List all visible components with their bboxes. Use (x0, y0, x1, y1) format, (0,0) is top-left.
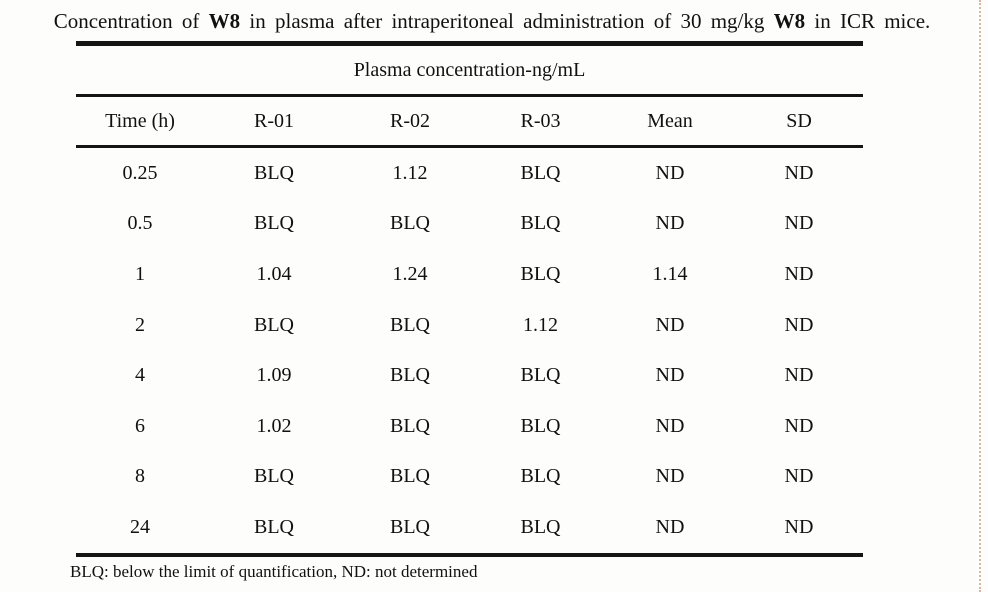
cell-mean: ND (655, 465, 685, 488)
cell-r01: BLQ (254, 212, 294, 235)
cell-r03: BLQ (520, 515, 561, 538)
cell-sd: ND (784, 465, 814, 488)
header-rule (76, 145, 863, 148)
cell-sd: ND (784, 212, 814, 235)
table-row: 1 1.04 1.24 BLQ 1.14 ND (76, 249, 863, 300)
caption-compound-name: W8 (773, 9, 806, 33)
cell-mean: ND (655, 212, 685, 235)
caption-text: in ICR mice. (805, 9, 931, 33)
column-header-mean: Mean (647, 109, 693, 132)
table-bottom-rule (76, 552, 863, 557)
cell-r02: 1.24 (392, 262, 428, 285)
cell-time: 1 (135, 262, 145, 285)
cell-sd: ND (784, 313, 814, 336)
cell-sd: ND (784, 364, 814, 387)
cell-r02: 1.12 (392, 161, 428, 184)
cell-r03: 1.12 (523, 313, 558, 336)
cell-time: 2 (135, 313, 145, 336)
cell-r03: BLQ (520, 212, 561, 235)
cell-r03: BLQ (520, 465, 561, 488)
column-header-r02: R-02 (390, 109, 430, 132)
cell-time: 0.25 (122, 161, 158, 184)
concentration-table: Plasma concentration-ng/mL Time (h) R-01… (76, 41, 863, 557)
cell-time: 4 (135, 364, 145, 387)
column-header-time: Time (h) (105, 109, 175, 132)
cell-r01: 1.04 (256, 262, 292, 285)
caption-compound-name: W8 (208, 9, 241, 33)
header-row: Time (h) R-01 R-02 R-03 Mean SD (76, 97, 863, 145)
spanning-header-rule (76, 94, 863, 97)
cell-r02: BLQ (390, 515, 430, 538)
cell-r03: BLQ (520, 414, 561, 437)
table-row: 2 BLQ BLQ 1.12 ND ND (76, 300, 863, 351)
cell-sd: ND (784, 161, 814, 184)
cell-r03: BLQ (520, 364, 561, 387)
cell-r03: BLQ (520, 262, 561, 285)
table-row: 8 BLQ BLQ BLQ ND ND (76, 452, 863, 503)
cell-r01: 1.09 (256, 364, 292, 387)
cell-mean: ND (655, 161, 685, 184)
cell-mean: ND (655, 313, 685, 336)
scan-edge-dotted-line (979, 0, 981, 592)
column-header-sd: SD (786, 109, 812, 132)
table-row: 6 1.02 BLQ BLQ ND ND (76, 401, 863, 452)
cell-r02: BLQ (390, 364, 430, 387)
cell-r02: BLQ (390, 414, 430, 437)
cell-r01: BLQ (254, 161, 294, 184)
table-caption: Concentration of W8 in plasma after intr… (8, 8, 976, 35)
column-header-r01: R-01 (254, 109, 294, 132)
spanning-header: Plasma concentration-ng/mL (353, 58, 586, 81)
cell-r01: 1.02 (256, 414, 292, 437)
column-header-r03: R-03 (520, 109, 561, 132)
caption-text: in plasma after intraperitoneal administ… (240, 9, 774, 33)
cell-time: 6 (135, 414, 145, 437)
table-row: 4 1.09 BLQ BLQ ND ND (76, 350, 863, 401)
cell-r01: BLQ (254, 313, 294, 336)
cell-sd: ND (784, 262, 814, 285)
cell-mean: ND (655, 364, 685, 387)
cell-r02: BLQ (390, 313, 430, 336)
table-row: 0.5 BLQ BLQ BLQ ND ND (76, 199, 863, 250)
cell-mean: ND (655, 414, 685, 437)
footnote: BLQ: below the limit of quantification, … (70, 562, 478, 581)
cell-r01: BLQ (254, 515, 294, 538)
cell-r02: BLQ (390, 212, 430, 235)
cell-time: 0.5 (127, 212, 153, 235)
table-top-rule (76, 41, 863, 46)
cell-r03: BLQ (520, 161, 561, 184)
cell-time: 24 (130, 515, 150, 538)
cell-mean: ND (655, 515, 685, 538)
caption-text: Concentration of (53, 9, 209, 33)
cell-time: 8 (135, 465, 145, 488)
table-row: 0.25 BLQ 1.12 BLQ ND ND (76, 148, 863, 199)
cell-mean: 1.14 (652, 262, 688, 285)
table-row: 24 BLQ BLQ BLQ ND ND (76, 502, 863, 553)
cell-sd: ND (784, 515, 814, 538)
cell-r02: BLQ (390, 465, 430, 488)
cell-r01: BLQ (254, 465, 294, 488)
cell-sd: ND (784, 414, 814, 437)
